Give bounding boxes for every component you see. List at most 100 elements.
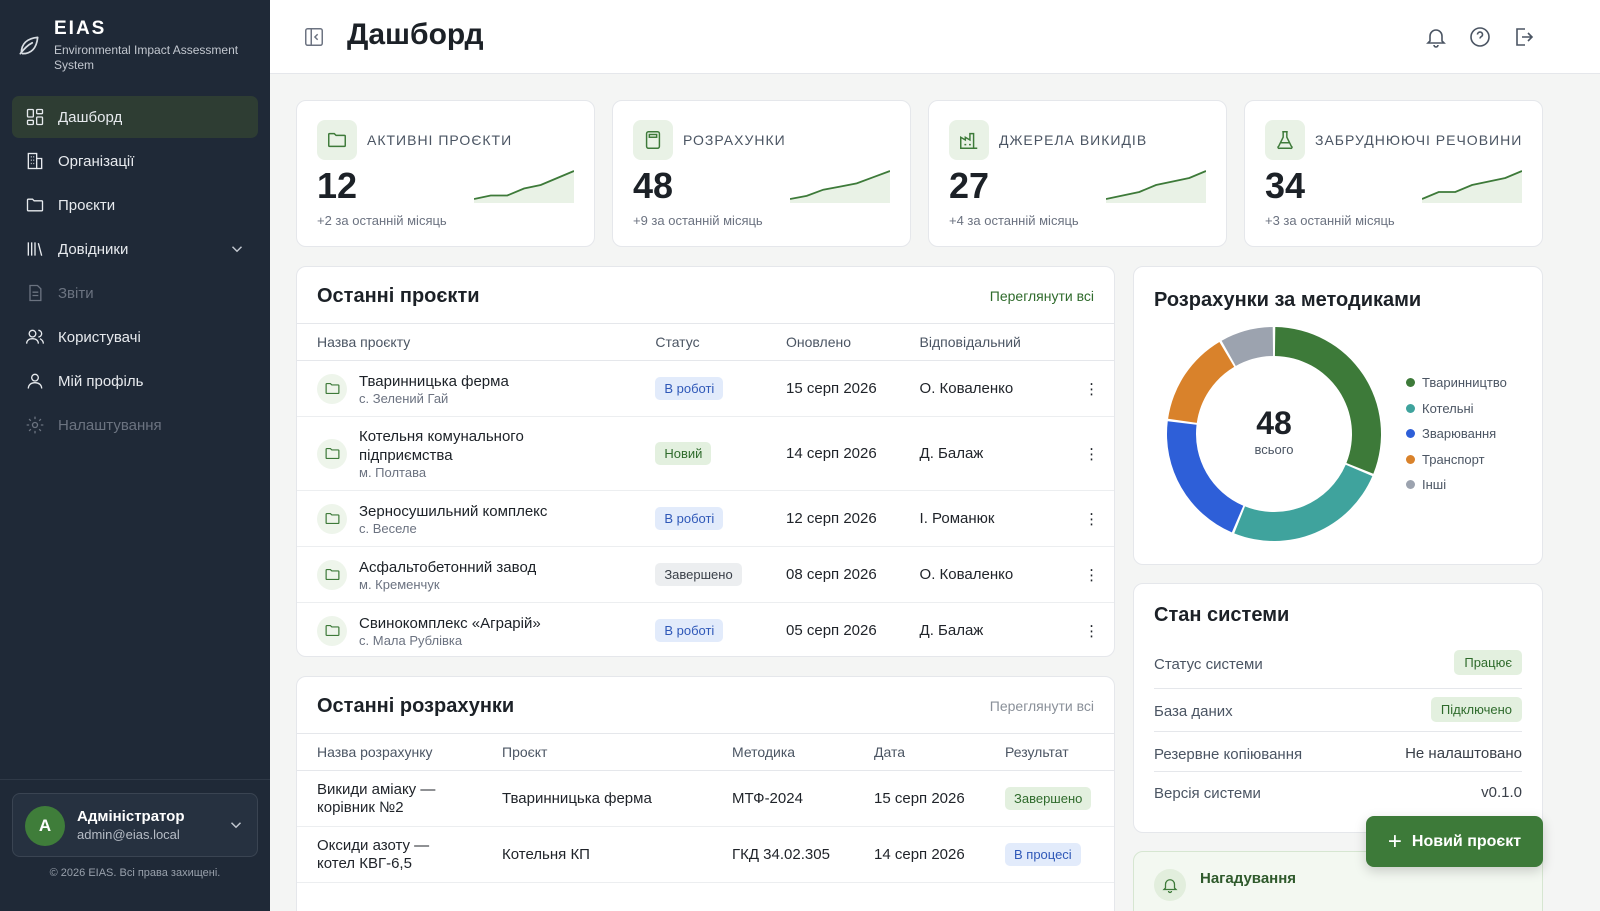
calculation-name[interactable]: Оксиди азоту — котел КВГ-6,5 bbox=[317, 836, 430, 872]
sidebar-item-organizations[interactable]: Організації bbox=[12, 140, 258, 182]
brand[interactable]: EIAS Environmental Impact Assessment Sys… bbox=[16, 18, 256, 78]
table-row[interactable]: Оксиди азоту — котел КВГ-6,5 Котельня КП… bbox=[297, 826, 1114, 883]
calculations-table: Назва розрахунку Проєкт Методика Дата Ре… bbox=[297, 733, 1114, 883]
folder-icon bbox=[317, 438, 347, 469]
user-name: Адміністратор bbox=[77, 808, 185, 825]
column-header[interactable]: Проєкт bbox=[502, 733, 732, 771]
sidebar-item-references[interactable]: Довідники bbox=[12, 228, 258, 270]
sparkline bbox=[1422, 170, 1522, 203]
calculation-project: Тваринницька ферма bbox=[502, 770, 732, 827]
library-icon bbox=[24, 238, 46, 260]
recent-calculations-card: Останні розрахунки Переглянути всі Назва… bbox=[296, 676, 1115, 911]
legend-item[interactable]: Інші bbox=[1406, 477, 1446, 492]
table-row[interactable]: Котельня комунального підприємства м. По… bbox=[297, 416, 1114, 491]
donut-slice-1[interactable] bbox=[1234, 464, 1373, 541]
sidebar-nav: Дашборд Організації Проєкти Довідники bbox=[12, 96, 258, 448]
stat-card-pollutants[interactable]: Забруднюючі речовини 34 +3 за останній м… bbox=[1244, 100, 1543, 247]
column-header[interactable]: Результат bbox=[1005, 733, 1114, 771]
sparkline bbox=[790, 170, 890, 203]
table-row[interactable]: Зерносушильний комплекс с. Веселе В робо… bbox=[297, 490, 1114, 547]
table-row[interactable]: Тваринницька ферма с. Зелений Гай В робо… bbox=[297, 360, 1114, 417]
bell-icon[interactable] bbox=[1424, 25, 1448, 49]
sidebar-item-profile[interactable]: Мій профіль bbox=[12, 360, 258, 402]
help-icon[interactable] bbox=[1468, 25, 1492, 49]
calculation-name[interactable]: Викиди аміаку — корівник №2 bbox=[317, 780, 436, 816]
sparkline-area bbox=[1422, 171, 1522, 203]
page-title: Дашборд bbox=[347, 18, 484, 51]
owner-name: І. Романюк bbox=[919, 490, 1070, 547]
view-all-calculations-link[interactable]: Переглянути всі bbox=[989, 698, 1094, 714]
legend-item[interactable]: Зварювання bbox=[1406, 426, 1496, 441]
calculation-method: ГКД 34.02.305 bbox=[732, 826, 874, 883]
sidebar-item-users[interactable]: Користувачі bbox=[12, 316, 258, 358]
folder-icon bbox=[317, 373, 347, 404]
donut-slice-0[interactable] bbox=[1274, 327, 1381, 474]
stat-card-active-projects[interactable]: Активні проєкти 12 +2 за останній місяць bbox=[296, 100, 595, 247]
project-name[interactable]: Тваринницька ферма bbox=[359, 372, 509, 390]
sidebar-item-projects[interactable]: Проєкти bbox=[12, 184, 258, 226]
table-row[interactable]: Свинокомплекс «Аграрій» с. Мала Рублівка… bbox=[297, 603, 1114, 657]
divider bbox=[1154, 731, 1522, 732]
project-location: с. Мала Рублівка bbox=[359, 632, 463, 648]
sidebar-item-label: Користувачі bbox=[58, 328, 141, 346]
projects-table: Назва проєкту Статус Оновлено Відповідал… bbox=[297, 323, 1114, 657]
donut-slice-3[interactable] bbox=[1168, 341, 1235, 423]
status-badge: В процесі bbox=[1005, 843, 1081, 866]
project-location: с. Веселе bbox=[359, 520, 417, 536]
donut-slice-4[interactable] bbox=[1221, 327, 1274, 366]
user-icon bbox=[24, 370, 46, 392]
more-menu-icon[interactable]: ⋮ bbox=[1069, 416, 1114, 491]
stat-delta: +3 за останній місяць bbox=[1265, 213, 1395, 228]
user-email: admin@eias.local bbox=[77, 827, 180, 842]
folder-icon bbox=[24, 194, 46, 216]
stat-card-emission-sources[interactable]: Джерела викидів 27 +4 за останній місяць bbox=[928, 100, 1227, 247]
table-row[interactable]: Асфальтобетонний завод м. Кременчук Заве… bbox=[297, 546, 1114, 603]
legend-item[interactable]: Тваринництво bbox=[1406, 375, 1507, 390]
chevron-down-icon bbox=[227, 816, 245, 834]
system-row: База даних Підключено bbox=[1154, 691, 1522, 731]
legend-item[interactable]: Транспорт bbox=[1406, 452, 1485, 467]
more-menu-icon[interactable]: ⋮ bbox=[1084, 622, 1100, 640]
new-project-button[interactable]: + Новий проєкт bbox=[1366, 816, 1543, 867]
column-header[interactable]: Методика bbox=[732, 733, 874, 771]
sidebar-item-settings[interactable]: Налаштування bbox=[12, 404, 258, 446]
column-header[interactable]: Назва проєкту bbox=[297, 323, 656, 361]
donut-slice-2[interactable] bbox=[1167, 421, 1244, 533]
sidebar-toggle-icon[interactable] bbox=[303, 26, 325, 48]
more-menu-icon[interactable]: ⋮ bbox=[1069, 546, 1114, 603]
project-name[interactable]: Зерносушильний комплекс bbox=[359, 502, 548, 520]
project-name[interactable]: Асфальтобетонний завод bbox=[359, 558, 537, 576]
reminders-title: Нагадування bbox=[1200, 870, 1297, 887]
logout-icon[interactable] bbox=[1511, 25, 1535, 49]
system-key: Статус системи bbox=[1154, 656, 1263, 673]
stat-value: 34 bbox=[1265, 165, 1306, 206]
project-name[interactable]: Свинокомплекс «Аграрій» bbox=[359, 614, 541, 632]
table-row[interactable]: Викиди аміаку — корівник №2 Тваринницька… bbox=[297, 770, 1114, 827]
sidebar-item-reports[interactable]: Звіти bbox=[12, 272, 258, 314]
stat-label: Забруднюючі речовини bbox=[1315, 132, 1523, 148]
stat-label: Активні проєкти bbox=[367, 132, 513, 148]
view-all-projects-link[interactable]: Переглянути всі bbox=[989, 288, 1094, 304]
stat-card-calculations[interactable]: Розрахунки 48 +9 за останній місяць bbox=[612, 100, 911, 247]
status-badge: Новий bbox=[655, 442, 712, 465]
more-menu-icon[interactable]: ⋮ bbox=[1069, 490, 1114, 547]
user-menu[interactable]: A Адміністратор admin@eias.local bbox=[12, 793, 258, 857]
project-name[interactable]: Котельня комунального підприємства bbox=[359, 428, 524, 464]
column-header[interactable]: Дата bbox=[874, 733, 1005, 771]
more-menu-icon[interactable]: ⋮ bbox=[1069, 360, 1114, 417]
sidebar-item-dashboard[interactable]: Дашборд bbox=[12, 96, 258, 138]
column-header[interactable]: Статус bbox=[655, 323, 787, 361]
system-key: Резервне копіювання bbox=[1154, 746, 1303, 763]
column-header[interactable]: Відповідальний bbox=[919, 323, 1070, 361]
column-header[interactable]: Оновлено bbox=[786, 323, 920, 361]
column-header[interactable]: Назва розрахунку bbox=[297, 733, 502, 771]
status-badge: Завершено bbox=[655, 563, 742, 586]
donut-center-value: 48 bbox=[1256, 405, 1292, 441]
legend-swatch bbox=[1406, 480, 1415, 489]
legend-item[interactable]: Котельні bbox=[1406, 401, 1474, 416]
folder-icon bbox=[317, 559, 347, 590]
sidebar: EIAS Environmental Impact Assessment Sys… bbox=[0, 0, 270, 911]
bell-icon bbox=[1154, 869, 1186, 901]
recent-projects-card: Останні проєкти Переглянути всі Назва пр… bbox=[296, 266, 1115, 657]
stat-delta: +4 за останній місяць bbox=[949, 213, 1079, 228]
